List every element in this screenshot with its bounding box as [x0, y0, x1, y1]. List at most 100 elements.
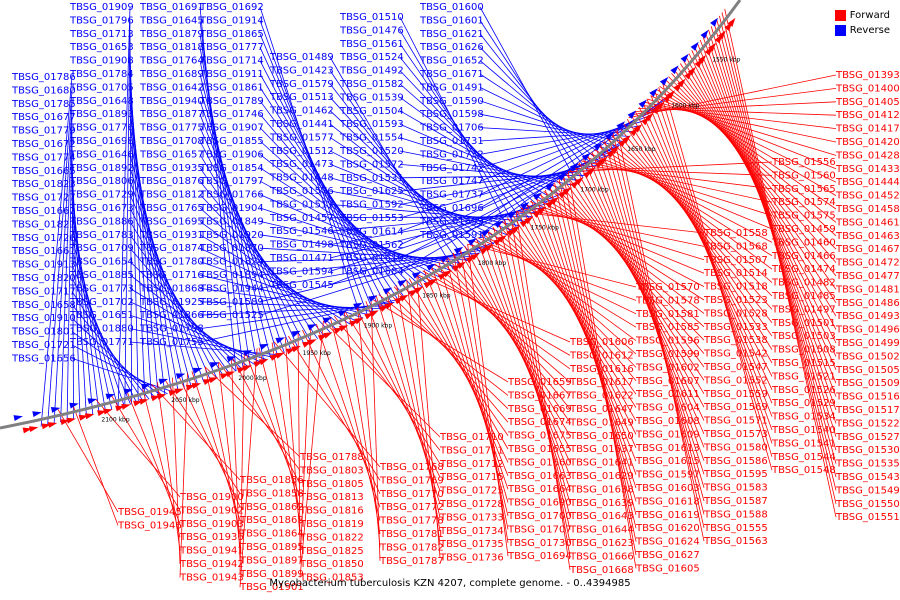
- forward-gene-label: TBSG_01556: [771, 157, 836, 168]
- forward-gene-label: TBSG_01667: [507, 390, 572, 401]
- forward-gene-leader: [178, 375, 241, 507]
- forward-gene-label: TBSG_01712: [439, 459, 504, 470]
- forward-gene-leader: [641, 104, 837, 129]
- reverse-gene-leader: [199, 60, 265, 361]
- reverse-gene-arrow: [507, 211, 517, 219]
- forward-gene-label: TBSG_01571: [703, 416, 768, 427]
- forward-gene-leader: [273, 341, 381, 468]
- reverse-gene-label: TBSG_01706: [419, 123, 484, 134]
- reverse-gene-label: TBSG_01906: [199, 149, 264, 160]
- reverse-gene-arrow: [494, 220, 504, 228]
- forward-gene-label: TBSG_01788: [299, 452, 364, 463]
- forward-gene-arrow: [497, 235, 507, 243]
- reverse-gene-label: TBSG_01894: [199, 270, 264, 281]
- forward-gene-label: TBSG_01736: [439, 553, 504, 564]
- reverse-gene-arrow: [209, 362, 220, 368]
- forward-gene-label: TBSG_01803: [299, 465, 364, 476]
- forward-gene-leader: [547, 187, 705, 328]
- reverse-gene-label: TBSG_01796: [69, 15, 134, 26]
- reverse-gene-label: TBSG_01593: [339, 119, 404, 130]
- reverse-gene-label: TBSG_01471: [269, 253, 334, 264]
- forward-gene-label: TBSG_01668: [569, 565, 634, 576]
- reverse-gene-leader: [199, 301, 395, 329]
- forward-gene-arrow: [307, 339, 317, 346]
- forward-gene-arrow: [698, 54, 707, 64]
- forward-gene-label: TBSG_01460: [771, 237, 836, 248]
- forward-gene-leader: [157, 382, 181, 551]
- reverse-gene-label: TBSG_01854: [199, 163, 264, 174]
- forward-gene-label: TBSG_01734: [439, 526, 504, 537]
- reverse-gene-label: TBSG_01661: [11, 246, 76, 257]
- reverse-gene-label: TBSG_01591: [419, 230, 484, 241]
- forward-gene-label: TBSG_01493: [835, 311, 900, 322]
- forward-gene-label: TBSG_01555: [703, 523, 768, 534]
- reverse-gene-label: TBSG_01598: [419, 109, 484, 120]
- forward-gene-label: TBSG_01508: [771, 345, 836, 356]
- reverse-gene-label: TBSG_01780: [139, 257, 204, 268]
- forward-gene-arrow: [644, 113, 654, 122]
- forward-gene-label: TBSG_01864: [239, 529, 304, 540]
- forward-gene-label: TBSG_01616: [569, 364, 634, 375]
- reverse-gene-leader: [479, 33, 590, 173]
- forward-gene-leader: [535, 196, 637, 475]
- forward-gene-leader: [530, 200, 637, 462]
- forward-gene-leader: [634, 101, 837, 112]
- reverse-gene-leader: [259, 113, 411, 295]
- gene-labels: TBSG_01786 TBSG_01680 TBSG_01785 TBSG_01677…: [11, 2, 900, 593]
- reverse-gene-label: TBSG_01716: [139, 270, 204, 281]
- forward-gene-arrow: [622, 135, 631, 144]
- forward-gene-label: TBSG_01606: [569, 337, 634, 348]
- reverse-gene-label: TBSG_01489: [269, 52, 334, 63]
- forward-gene-arrow: [225, 371, 236, 378]
- reverse-gene-label: TBSG_01731: [419, 136, 484, 147]
- forward-gene-label: TBSG_01549: [835, 485, 900, 496]
- reverse-gene-label: TBSG_01648: [69, 96, 134, 107]
- reverse-gene-leader: [399, 97, 550, 206]
- forward-gene-leader: [638, 108, 837, 116]
- forward-gene-label: TBSG_01433: [835, 164, 900, 175]
- forward-gene-label: TBSG_01735: [439, 539, 504, 550]
- forward-gene-label: TBSG_01466: [771, 251, 836, 262]
- reverse-gene-label: TBSG_01672: [11, 139, 76, 150]
- forward-gene-leader: [481, 234, 571, 490]
- forward-gene-label: TBSG_01496: [835, 325, 900, 336]
- forward-gene-leader: [357, 305, 381, 548]
- reverse-gene-label: TBSG_01677: [11, 112, 76, 123]
- forward-gene-leader: [343, 311, 381, 535]
- reverse-gene-label: TBSG_01824: [199, 257, 264, 268]
- reverse-gene-label: TBSG_01645: [139, 15, 204, 26]
- forward-gene-label: TBSG_01945: [117, 507, 182, 518]
- reverse-gene-label: TBSG_01870: [199, 243, 264, 254]
- forward-gene-leader: [467, 243, 637, 288]
- reverse-gene-label: TBSG_01784: [69, 69, 134, 80]
- forward-gene-leader: [662, 82, 773, 471]
- forward-gene-label: TBSG_01607: [635, 376, 700, 387]
- forward-gene-arrow: [562, 187, 572, 196]
- forward-gene-leader: [656, 89, 837, 196]
- forward-gene-leader: [57, 408, 119, 513]
- reverse-gene-label: TBSG_01625: [339, 186, 404, 197]
- forward-gene-leader: [600, 143, 705, 488]
- forward-gene-leader: [591, 151, 705, 461]
- forward-gene-arrow: [598, 156, 608, 165]
- forward-gene-leader: [608, 136, 705, 515]
- forward-gene-label: TBSG_01552: [703, 375, 768, 386]
- forward-gene-label: TBSG_01542: [703, 349, 768, 360]
- forward-gene-label: TBSG_01623: [569, 538, 634, 549]
- forward-gene-label: TBSG_01611: [635, 389, 700, 400]
- reverse-gene-arrow: [307, 324, 317, 331]
- forward-gene-leader: [467, 244, 509, 557]
- legend-label-forward: Forward: [849, 10, 890, 21]
- forward-gene-label: TBSG_01816: [299, 506, 364, 517]
- reverse-gene-leader: [129, 100, 166, 395]
- forward-gene-label: TBSG_01521: [771, 371, 836, 382]
- forward-gene-label: TBSG_01666: [569, 551, 634, 562]
- legend-item-forward: Forward: [834, 8, 890, 23]
- forward-gene-arrow: [666, 90, 675, 99]
- forward-gene-label: TBSG_01503: [771, 331, 836, 342]
- forward-gene-label: TBSG_01778: [379, 516, 444, 527]
- forward-gene-label: TBSG_01570: [635, 282, 700, 293]
- forward-gene-leader: [330, 317, 381, 521]
- reverse-gene-arrow: [690, 41, 699, 51]
